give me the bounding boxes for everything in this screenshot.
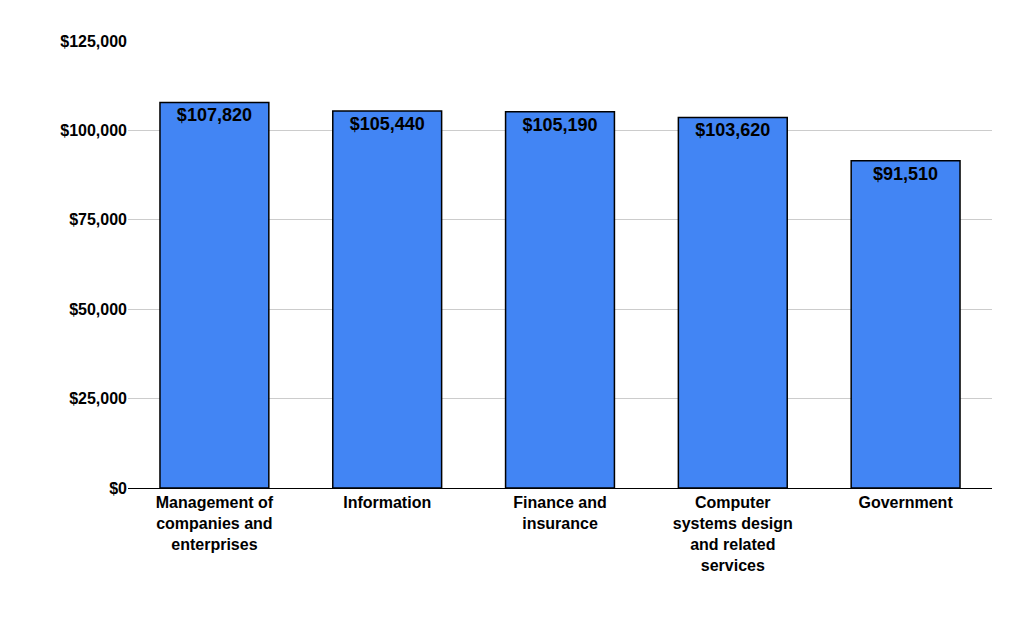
svg-text:$103,620: $103,620 xyxy=(695,120,770,140)
svg-text:$105,440: $105,440 xyxy=(350,114,425,134)
svg-text:Computersystems designand rela: Computersystems designand relatedservice… xyxy=(673,494,793,573)
svg-text:$0: $0 xyxy=(109,480,127,497)
svg-text:Finance andinsurance: Finance andinsurance xyxy=(513,494,606,532)
svg-text:$25,000: $25,000 xyxy=(69,390,127,407)
svg-text:$75,000: $75,000 xyxy=(69,211,127,228)
svg-text:$107,820: $107,820 xyxy=(177,105,252,125)
svg-text:$100,000: $100,000 xyxy=(60,122,127,139)
svg-text:Government: Government xyxy=(858,494,953,511)
svg-text:Management ofcompanies andente: Management ofcompanies andenterprises xyxy=(156,494,274,553)
svg-text:$125,000: $125,000 xyxy=(60,33,127,50)
svg-text:$91,510: $91,510 xyxy=(873,164,938,184)
svg-text:$50,000: $50,000 xyxy=(69,301,127,318)
svg-text:$105,190: $105,190 xyxy=(522,115,597,135)
svg-text:Information: Information xyxy=(343,494,431,511)
